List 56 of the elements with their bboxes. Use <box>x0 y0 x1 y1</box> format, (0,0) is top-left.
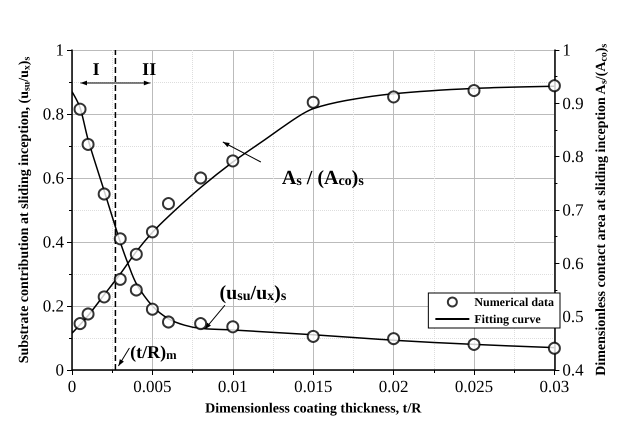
x-tick-label: 0.01 <box>218 377 248 396</box>
point <box>468 338 480 351</box>
annotation: As / (Aco)s <box>282 167 364 189</box>
point <box>306 330 320 343</box>
y2-tick-label: 0.8 <box>562 147 584 166</box>
point <box>114 272 127 286</box>
x-tick-label: 0.005 <box>133 377 172 396</box>
y-axis-title: Substrate contribution at sliding inception, (usu/ux)s <box>16 56 32 364</box>
point <box>162 197 175 210</box>
point <box>226 320 240 334</box>
point <box>82 308 95 320</box>
point <box>98 290 111 304</box>
ref-line-label: (t/R)m <box>130 342 178 362</box>
y2-tick-label: 0.7 <box>562 200 584 220</box>
x-axis-title: Dimensionless coating thickness, t/R <box>205 402 422 416</box>
point <box>162 316 175 328</box>
point <box>306 96 320 109</box>
legend-label: Fitting curve <box>474 312 542 326</box>
point <box>387 90 400 104</box>
point <box>146 225 159 238</box>
point <box>130 248 143 261</box>
x-tick-label: 0.02 <box>378 377 408 396</box>
point <box>548 342 561 355</box>
point <box>114 232 127 246</box>
annotation: (usu/ux)s <box>219 282 287 304</box>
legend-label: Numerical data <box>474 295 554 309</box>
x-tick-label: 0.03 <box>540 377 570 396</box>
point <box>226 154 240 168</box>
point <box>74 102 87 116</box>
y-tick-label: 0 <box>56 360 64 380</box>
y2-tick-label: 0.4 <box>562 360 584 380</box>
y2-tick-label: 0.5 <box>562 307 584 326</box>
point <box>82 138 95 151</box>
point <box>146 302 159 316</box>
point <box>387 332 400 346</box>
annotation: I <box>92 59 100 80</box>
point <box>548 79 561 92</box>
point <box>98 188 111 200</box>
point <box>130 284 143 296</box>
y2-tick-label: 0.9 <box>562 94 584 113</box>
y-tick-label: 0.4 <box>42 232 64 252</box>
y-tick-label: 0.6 <box>42 168 64 188</box>
point <box>74 317 87 330</box>
x-tick-label: 0.015 <box>294 377 332 396</box>
y-tick-label: 0.8 <box>42 104 64 124</box>
point <box>194 317 208 330</box>
y2-tick-label: 1 <box>562 40 571 60</box>
y-tick-label: 0.2 <box>42 296 64 316</box>
x-tick-label: 0 <box>68 377 76 396</box>
point <box>468 84 480 98</box>
point <box>194 172 208 184</box>
y2-tick-label: 0.6 <box>562 254 584 273</box>
y2-axis-title: Dimensionless contact area at sliding inception As/(Aco)s <box>594 44 610 376</box>
annotation: II <box>142 59 156 80</box>
x-tick-label: 0.025 <box>454 377 494 396</box>
y-tick-label: 1 <box>56 40 64 60</box>
